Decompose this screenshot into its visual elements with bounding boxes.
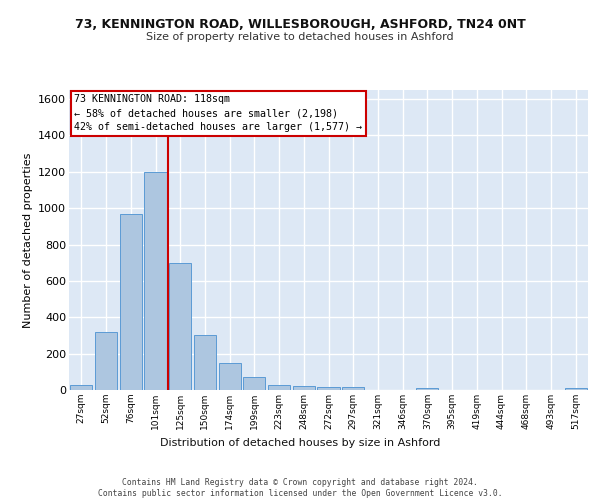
Y-axis label: Number of detached properties: Number of detached properties <box>23 152 32 328</box>
Text: Size of property relative to detached houses in Ashford: Size of property relative to detached ho… <box>146 32 454 42</box>
Bar <box>145 172 167 390</box>
Bar <box>218 362 241 390</box>
Text: Contains HM Land Registry data © Crown copyright and database right 2024.
Contai: Contains HM Land Registry data © Crown c… <box>98 478 502 498</box>
Text: 73, KENNINGTON ROAD, WILLESBOROUGH, ASHFORD, TN24 0NT: 73, KENNINGTON ROAD, WILLESBOROUGH, ASHF… <box>74 18 526 30</box>
Bar <box>416 388 439 390</box>
Bar <box>342 388 364 390</box>
Bar <box>565 388 587 390</box>
Bar <box>169 262 191 390</box>
Bar <box>194 336 216 390</box>
Bar <box>119 214 142 390</box>
Bar <box>317 388 340 390</box>
Text: 73 KENNINGTON ROAD: 118sqm
← 58% of detached houses are smaller (2,198)
42% of s: 73 KENNINGTON ROAD: 118sqm ← 58% of deta… <box>74 94 362 132</box>
Text: Distribution of detached houses by size in Ashford: Distribution of detached houses by size … <box>160 438 440 448</box>
Bar <box>70 384 92 390</box>
Bar <box>268 384 290 390</box>
Bar <box>293 386 315 390</box>
Bar <box>243 378 265 390</box>
Bar <box>95 332 117 390</box>
